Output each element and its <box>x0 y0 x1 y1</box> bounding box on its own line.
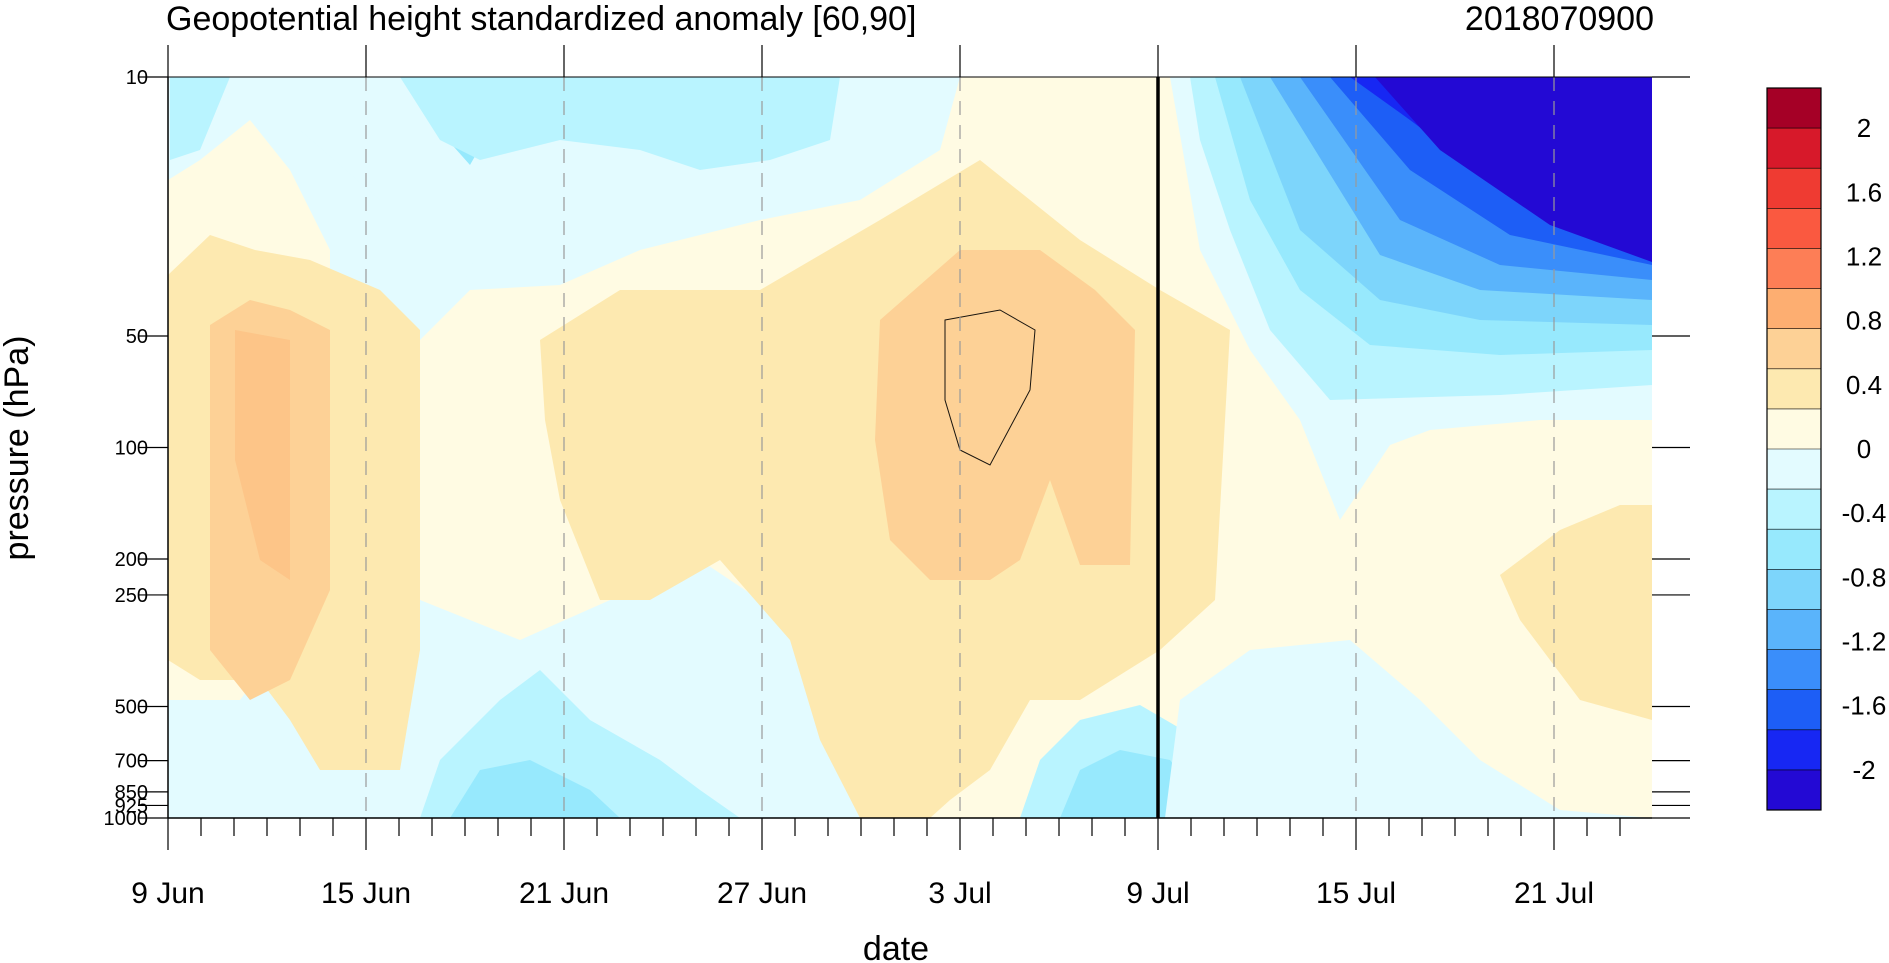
colorbar-label: 1.2 <box>1846 241 1882 271</box>
colorbar-label: 0.8 <box>1846 306 1882 336</box>
colorbar-label: -2 <box>1852 755 1875 785</box>
negative-top-left <box>170 77 230 160</box>
x-tick-label: 15 Jun <box>321 877 411 910</box>
positive-peak-center <box>944 309 1036 466</box>
y-tick-label: 850 <box>115 782 148 804</box>
y-tick-label: 10 <box>126 67 148 89</box>
x-tick-label: 21 Jul <box>1514 877 1594 910</box>
colorbar-swatch <box>1767 609 1821 651</box>
y-axis-label: pressure (hPa) <box>0 336 36 561</box>
colorbar-swatch <box>1767 88 1821 129</box>
colorbar-swatch <box>1767 168 1821 209</box>
positive-region-right <box>1500 505 1652 720</box>
y-tick-label: 500 <box>115 696 148 718</box>
colorbar-swatch <box>1767 729 1821 771</box>
colorbar: 2 1.6 1.2 0.8 0.4 0 -0.4 -0.8 -1.2 -1.6 -2 <box>1766 87 1887 811</box>
y-tick-label: 100 <box>115 438 148 460</box>
colorbar-label: -0.8 <box>1842 562 1887 592</box>
colorbar-swatch <box>1767 288 1821 330</box>
chart-date-label: 2018070900 <box>1464 0 1654 38</box>
contour-field <box>168 77 1652 818</box>
colorbar-swatch <box>1767 408 1821 450</box>
x-tick-label: 27 Jun <box>717 877 807 910</box>
colorbar-swatch <box>1767 208 1821 249</box>
colorbar-swatch <box>1767 248 1821 290</box>
colorbar-swatch <box>1767 449 1821 490</box>
x-tick-label: 9 Jul <box>1126 877 1189 910</box>
positive-peak-left <box>235 330 290 580</box>
y-tick-label: 925 <box>115 795 148 817</box>
y-tick-label: 200 <box>115 549 148 571</box>
colorbar-swatch <box>1767 489 1821 530</box>
x-tick-label: 15 Jul <box>1316 877 1396 910</box>
colorbar-label: 1.6 <box>1846 177 1882 207</box>
colorbar-swatch <box>1767 368 1821 410</box>
x-axis-ticks: 9 Jun 15 Jun 21 Jun 27 Jun 3 Jul 9 Jul 15 Jul 2… <box>131 45 1621 910</box>
y-tick-label: 50 <box>126 326 148 348</box>
date-gridlines <box>365 77 1555 818</box>
y-tick-label: 250 <box>115 585 148 607</box>
cold-core <box>1375 77 1652 262</box>
colorbar-label: -0.4 <box>1842 498 1887 528</box>
negative-upper-band <box>400 77 840 170</box>
colorbar-frame <box>1766 87 1822 811</box>
x-tick-label: 3 Jul <box>928 877 991 910</box>
negative-lower-left-core <box>450 760 620 818</box>
x-axis-label: date <box>863 930 929 963</box>
colorbar-swatch <box>1767 569 1821 610</box>
colorbar-swatch <box>1767 769 1821 811</box>
x-tick-label: 9 Jun <box>131 877 204 910</box>
colorbar-swatch <box>1767 128 1821 169</box>
y-tick-label: 1000 <box>104 808 149 830</box>
colorbar-label: 0 <box>1857 434 1871 464</box>
colorbar-label: -1.2 <box>1842 627 1887 657</box>
weak-negative-lower-right <box>1165 640 1652 818</box>
colorbar-swatch <box>1767 529 1821 570</box>
colorbar-label: -1.6 <box>1842 691 1887 721</box>
colorbar-label: 2 <box>1857 113 1871 143</box>
colorbar-swatch <box>1767 649 1821 691</box>
chart-title: Geopotential height standardized anomaly… <box>166 0 917 38</box>
y-tick-label: 700 <box>115 751 148 773</box>
positive-core-left <box>210 300 330 700</box>
colorbar-swatch <box>1767 689 1821 731</box>
x-tick-label: 21 Jun <box>519 877 609 910</box>
colorbar-label: 0.4 <box>1846 370 1882 400</box>
colorbar-swatch <box>1767 328 1821 370</box>
